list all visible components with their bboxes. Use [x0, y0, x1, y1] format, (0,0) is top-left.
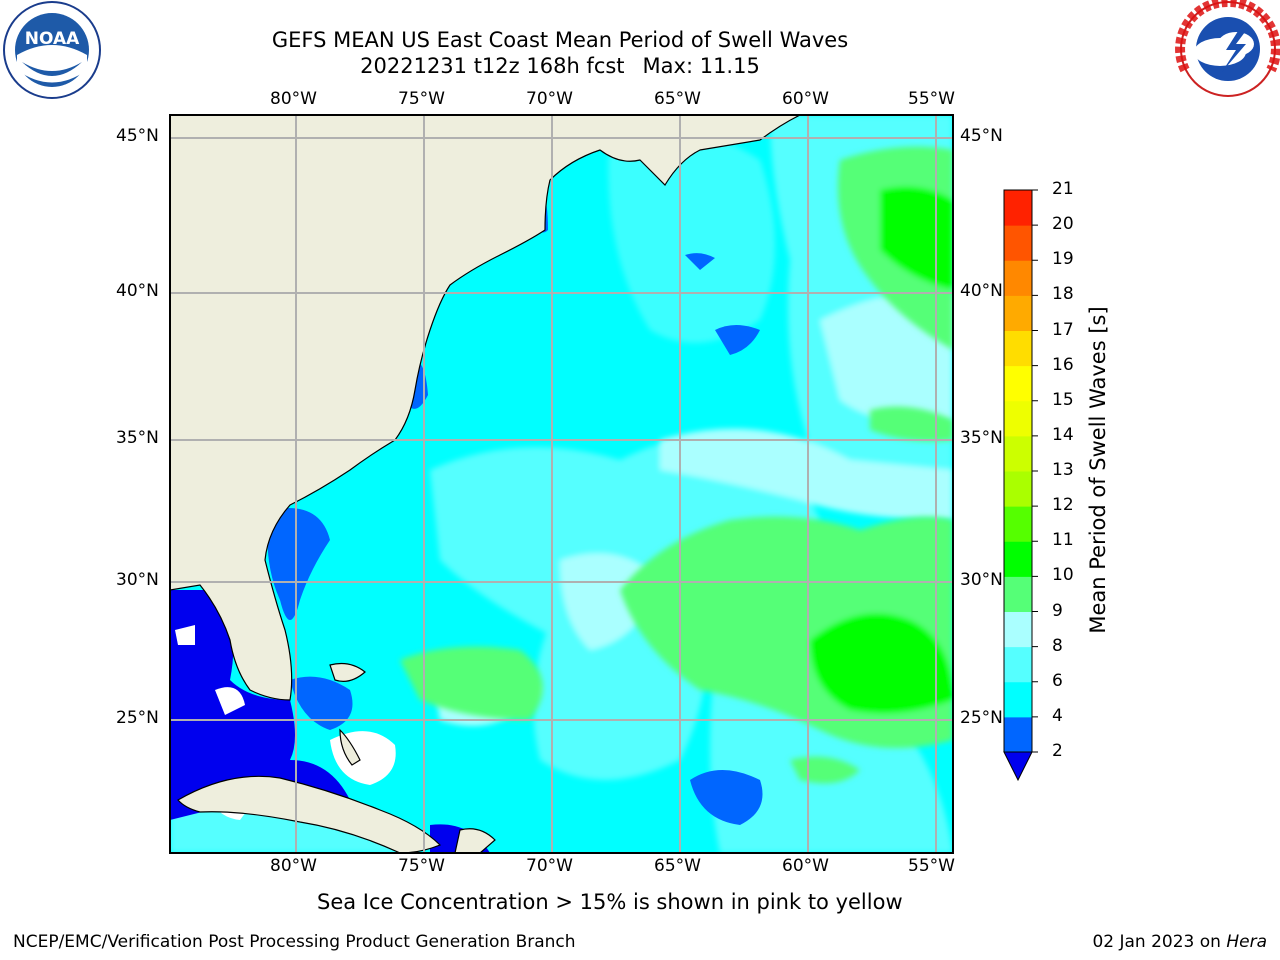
map-area — [169, 114, 954, 854]
lat-tick-right: 30°N — [960, 570, 1003, 590]
swell-field-green — [400, 146, 953, 784]
colorbar-segment — [1004, 295, 1032, 331]
colorbar-segment — [1004, 541, 1032, 577]
colorbar-tick-label: 14 — [1052, 424, 1074, 445]
colorbar-tick-label: 11 — [1052, 530, 1074, 551]
colorbar-tick-label: 18 — [1052, 284, 1074, 305]
lon-tick-top: 60°W — [782, 89, 829, 109]
lon-tick-bottom: 60°W — [782, 856, 829, 876]
host-name: Hera — [1226, 932, 1267, 952]
lat-tick-right: 45°N — [960, 126, 1003, 146]
lon-tick-bottom: 65°W — [654, 856, 701, 876]
colorbar-segment — [1004, 681, 1032, 718]
colorbar-tick-label: 12 — [1052, 495, 1074, 516]
colorbar-tick-label: 21 — [1052, 179, 1074, 199]
colorbar-segment — [1004, 471, 1032, 507]
colorbar-segment — [1004, 365, 1032, 402]
colorbar-tick-label: 15 — [1052, 389, 1074, 410]
colorbar-extend-arrow — [1003, 751, 1033, 782]
lon-tick-bottom: 80°W — [270, 856, 317, 876]
colorbar-segment — [1004, 190, 1032, 226]
lat-tick-left: 40°N — [116, 281, 159, 301]
lat-tick-right: 35°N — [960, 428, 1003, 448]
lon-tick-top: 55°W — [908, 89, 955, 109]
credit-line: NCEP/EMC/Verification Post Processing Pr… — [13, 932, 576, 952]
colorbar-tick-label: 10 — [1052, 565, 1074, 586]
run-info: 20221231 t12z 168h fcst — [360, 54, 625, 78]
noaa-logo-text: NOAA — [25, 29, 80, 49]
lon-tick-top: 65°W — [654, 89, 701, 109]
lon-tick-bottom: 75°W — [398, 856, 445, 876]
lon-tick-top: 75°W — [398, 89, 445, 109]
lon-tick-top: 80°W — [270, 89, 317, 109]
colorbar-tick-label: 9 — [1052, 600, 1063, 621]
lat-tick-left: 25°N — [116, 708, 159, 728]
colorbar-tick-label: 4 — [1052, 705, 1063, 726]
colorbar-segment — [1004, 330, 1032, 367]
colorbar-segment — [1004, 400, 1032, 437]
colorbar-segment — [1004, 435, 1032, 472]
colorbar-tick-label: 13 — [1052, 460, 1074, 480]
colorbar — [1003, 189, 1038, 782]
colorbar-tick-label: 8 — [1052, 635, 1063, 656]
colorbar-tick-label: 17 — [1052, 319, 1074, 340]
date-text: 02 Jan 2023 on — [1092, 932, 1221, 952]
colorbar-tick-label: 6 — [1052, 670, 1063, 691]
land-mass — [170, 115, 801, 853]
colorbar-tick-label: 2 — [1052, 741, 1063, 761]
chart-title: GEFS MEAN US East Coast Mean Period of S… — [271, 28, 849, 52]
max-value: Max: 11.15 — [642, 54, 760, 78]
colorbar-segment — [1004, 225, 1032, 261]
graticule — [170, 115, 953, 853]
lat-tick-right: 25°N — [960, 708, 1003, 728]
colorbar-tick-label: 16 — [1052, 354, 1074, 375]
noaa-logo: NOAA — [3, 1, 101, 99]
lat-tick-left: 45°N — [116, 126, 159, 146]
nws-logo — [1175, 0, 1280, 97]
lon-tick-bottom: 70°W — [526, 856, 573, 876]
lat-tick-right: 40°N — [960, 281, 1003, 301]
swell-field-blue — [170, 190, 763, 853]
colorbar-segment — [1004, 611, 1032, 648]
colorbar-segment — [1004, 646, 1032, 683]
colorbar-segment — [1004, 716, 1032, 753]
chart-subtitle: 20221231 t12z 168h fcst Max: 11.15 — [160, 53, 960, 79]
colorbar-tick-label: 19 — [1052, 249, 1074, 270]
colorbar-label: Mean Period of Swell Waves [s] — [1086, 306, 1110, 634]
lat-tick-left: 30°N — [116, 570, 159, 590]
map-frame — [169, 114, 954, 854]
lon-tick-bottom: 55°W — [908, 856, 955, 876]
colorbar-segment — [1004, 506, 1032, 542]
sea-ice-note: Sea Ice Concentration > 15% is shown in … — [317, 890, 903, 914]
colorbar-tick-label: 20 — [1052, 214, 1074, 235]
lon-tick-top: 70°W — [526, 89, 573, 109]
date-stamp: 02 Jan 2023 on Hera — [1092, 932, 1267, 952]
colorbar-segment — [1004, 260, 1032, 296]
colorbar-segment — [1004, 576, 1032, 612]
lat-tick-left: 35°N — [116, 428, 159, 448]
